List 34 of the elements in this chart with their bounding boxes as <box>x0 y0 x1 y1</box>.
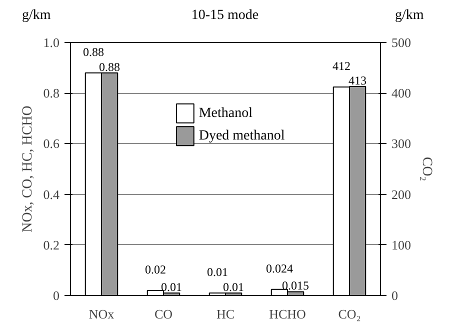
data-label: 0.88 <box>99 60 120 74</box>
data-label: 0.024 <box>266 261 293 276</box>
y2-axis-title: CO₂ <box>419 156 434 182</box>
x-tick-label: CO <box>154 306 173 322</box>
y-tick-label: 0.8 <box>43 86 60 101</box>
x-tick-label: CO₂ <box>338 306 361 322</box>
y-tick-label: 0.6 <box>43 136 60 152</box>
text: g/km <box>395 7 424 25</box>
data-label: 0.01 <box>223 280 244 294</box>
y2-tick-label: 0 <box>392 288 398 303</box>
y-tick-label: 0 <box>53 288 60 303</box>
data-label: 413 <box>348 74 367 88</box>
y-tick-label: 0.4 <box>43 186 60 202</box>
data-label: 0.88 <box>82 44 104 59</box>
y-tick-label: 0.2 <box>43 237 60 252</box>
y2-tick-label: 500 <box>392 35 411 50</box>
chart-title: 10-15 mode <box>191 8 259 23</box>
y-tick-label: 1.0 <box>43 35 60 50</box>
data-label: 0.01 <box>161 280 182 294</box>
y2-tick-label: 300 <box>392 136 411 152</box>
y-axis-title: NOx, CO, HC, HCHO <box>20 106 36 232</box>
y2-tick-label: 400 <box>392 86 411 101</box>
text: g/km <box>22 7 51 25</box>
y2-tick-label: 200 <box>392 186 411 202</box>
data-label: 0.015 <box>282 278 310 293</box>
legend-label: Dyed methanol <box>198 128 285 144</box>
x-tick-label: HC <box>216 306 235 322</box>
y2-tick-label: 100 <box>392 237 411 252</box>
legend-label: Methanol <box>198 106 253 121</box>
data-label: 0.02 <box>144 262 166 276</box>
data-label: 0.01 <box>206 264 228 279</box>
data-label: 412 <box>332 59 350 74</box>
x-tick-label: HCHO <box>269 306 306 322</box>
x-tick-label: NOx <box>88 306 115 322</box>
